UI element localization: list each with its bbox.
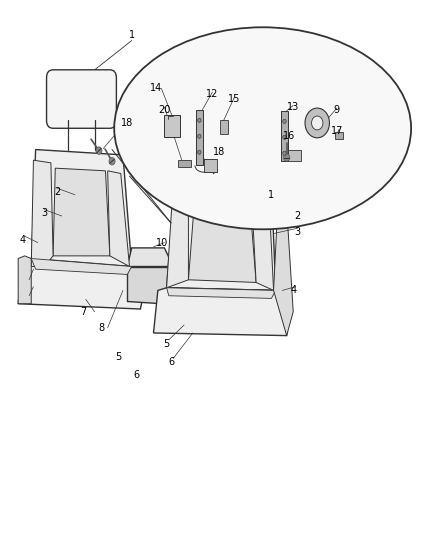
Text: 18: 18 [213, 147, 225, 157]
Circle shape [198, 150, 201, 155]
Polygon shape [166, 184, 188, 288]
Polygon shape [108, 171, 130, 266]
Circle shape [109, 158, 115, 165]
Text: 1: 1 [129, 30, 135, 41]
Text: 3: 3 [41, 208, 47, 219]
Polygon shape [31, 259, 132, 274]
Polygon shape [274, 203, 293, 336]
FancyBboxPatch shape [163, 115, 180, 138]
Circle shape [283, 119, 286, 124]
Circle shape [284, 154, 290, 161]
FancyBboxPatch shape [187, 117, 248, 166]
Text: 2: 2 [294, 211, 301, 221]
Polygon shape [252, 200, 274, 290]
Text: 8: 8 [98, 322, 104, 333]
Polygon shape [288, 150, 301, 161]
Text: 1: 1 [268, 190, 275, 200]
Circle shape [96, 147, 102, 155]
Text: 18: 18 [121, 118, 134, 128]
Polygon shape [127, 248, 173, 266]
Text: 3: 3 [294, 227, 300, 237]
Circle shape [198, 118, 201, 123]
Text: 14: 14 [149, 83, 162, 93]
FancyBboxPatch shape [46, 70, 117, 128]
Polygon shape [153, 288, 289, 336]
Circle shape [198, 134, 201, 139]
Text: 15: 15 [228, 94, 240, 104]
Text: 5: 5 [116, 352, 122, 362]
Ellipse shape [114, 27, 411, 229]
Polygon shape [281, 111, 288, 161]
Text: 12: 12 [206, 88, 219, 99]
Circle shape [305, 108, 329, 138]
Circle shape [283, 135, 286, 140]
Circle shape [199, 158, 205, 165]
Polygon shape [166, 176, 276, 290]
Circle shape [212, 168, 219, 175]
Polygon shape [166, 288, 276, 298]
Text: 5: 5 [163, 338, 170, 349]
Circle shape [311, 116, 323, 130]
Polygon shape [18, 259, 145, 309]
Text: 6: 6 [133, 370, 139, 381]
Polygon shape [196, 110, 203, 165]
Polygon shape [220, 120, 228, 134]
Polygon shape [177, 160, 191, 166]
Text: 4: 4 [290, 286, 296, 295]
Text: 16: 16 [283, 131, 295, 141]
Polygon shape [53, 168, 110, 256]
Text: 6: 6 [168, 357, 174, 367]
Text: 13: 13 [287, 102, 299, 112]
Polygon shape [31, 150, 132, 266]
Text: 2: 2 [54, 187, 60, 197]
Polygon shape [335, 132, 343, 139]
Text: 10: 10 [156, 238, 168, 247]
Circle shape [283, 151, 286, 156]
Polygon shape [31, 160, 53, 266]
Text: 7: 7 [81, 306, 87, 317]
Text: 20: 20 [158, 104, 171, 115]
Text: 9: 9 [334, 104, 340, 115]
Polygon shape [127, 266, 173, 304]
Polygon shape [204, 159, 217, 172]
Text: 4: 4 [19, 235, 25, 245]
Text: 17: 17 [331, 126, 343, 136]
Polygon shape [188, 195, 256, 282]
Polygon shape [18, 256, 31, 304]
